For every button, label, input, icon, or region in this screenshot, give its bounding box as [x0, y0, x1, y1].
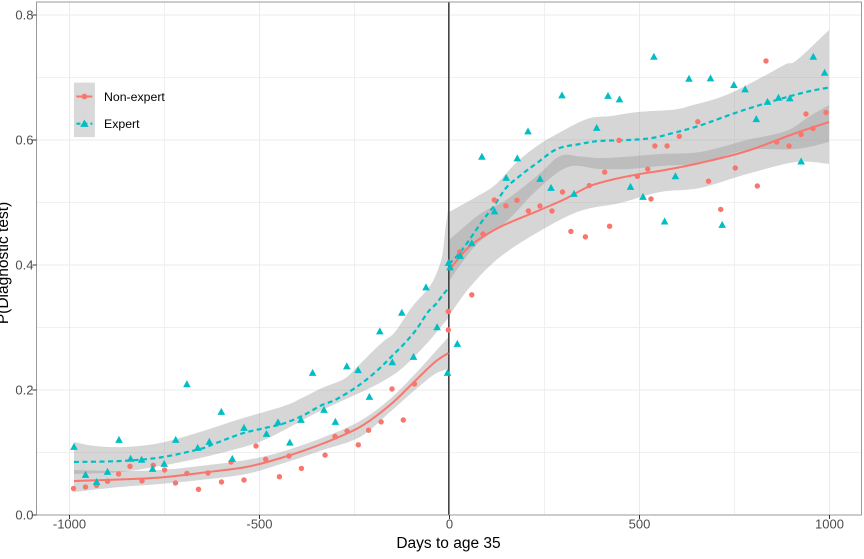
svg-text:-1000: -1000 — [53, 517, 86, 532]
svg-text:0.4: 0.4 — [15, 258, 33, 273]
svg-text:Days to age 35: Days to age 35 — [396, 535, 500, 552]
svg-text:1000: 1000 — [815, 517, 844, 532]
svg-text:0.8: 0.8 — [15, 8, 33, 23]
svg-text:0: 0 — [446, 517, 453, 532]
svg-text:500: 500 — [629, 517, 651, 532]
svg-text:-500: -500 — [246, 517, 272, 532]
svg-text:0.0: 0.0 — [15, 508, 33, 523]
svg-text:Expert: Expert — [104, 117, 140, 131]
svg-text:P(Diagnostic test): P(Diagnostic test) — [0, 202, 12, 324]
svg-text:0.2: 0.2 — [15, 383, 33, 398]
svg-text:Non-expert: Non-expert — [104, 90, 165, 104]
svg-text:0.6: 0.6 — [15, 133, 33, 148]
